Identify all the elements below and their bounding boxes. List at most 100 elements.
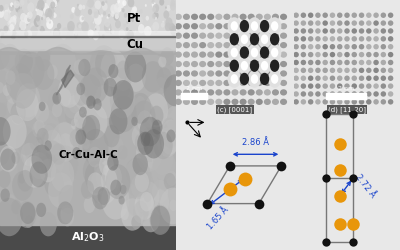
Circle shape [330,36,335,42]
Circle shape [170,2,176,11]
Circle shape [24,215,34,228]
Circle shape [140,10,142,14]
Circle shape [102,34,105,38]
Circle shape [315,76,321,81]
Circle shape [107,24,110,29]
Circle shape [43,130,66,162]
Circle shape [157,78,166,91]
Circle shape [322,44,328,50]
Circle shape [83,155,106,187]
Circle shape [77,28,81,33]
Circle shape [21,143,37,166]
Circle shape [248,99,255,105]
Circle shape [315,20,321,26]
Circle shape [388,99,393,104]
Circle shape [175,52,182,58]
Circle shape [118,0,124,8]
Circle shape [248,80,255,86]
Circle shape [4,26,8,33]
Circle shape [13,22,19,30]
Circle shape [73,92,89,114]
Circle shape [373,20,379,26]
Circle shape [100,50,127,87]
Circle shape [344,44,350,50]
Circle shape [120,185,126,194]
Circle shape [152,153,178,190]
Circle shape [373,99,379,104]
Circle shape [280,52,287,58]
Circle shape [35,8,38,12]
Circle shape [58,146,69,162]
Circle shape [43,28,45,32]
Circle shape [41,8,44,11]
Circle shape [232,32,238,39]
Circle shape [175,14,182,20]
Circle shape [264,99,271,105]
Circle shape [123,0,130,7]
Circle shape [76,83,85,95]
Circle shape [78,4,82,10]
Circle shape [83,68,108,104]
Circle shape [366,76,372,81]
Circle shape [35,49,51,72]
Circle shape [70,14,74,19]
Circle shape [248,42,255,48]
Circle shape [301,12,306,18]
Circle shape [152,7,156,12]
Circle shape [166,130,176,142]
Circle shape [33,59,54,90]
Circle shape [41,17,43,20]
Circle shape [36,8,43,18]
Circle shape [48,172,73,208]
Circle shape [93,9,100,19]
Circle shape [215,70,222,77]
Circle shape [86,96,96,109]
Circle shape [344,36,350,42]
Circle shape [308,44,314,50]
Circle shape [74,111,86,128]
Circle shape [315,83,321,89]
Text: Cu: Cu [127,38,144,52]
Circle shape [352,36,357,42]
Circle shape [308,20,314,26]
Bar [0,50,176,225]
Circle shape [52,0,57,8]
Circle shape [162,140,169,150]
Circle shape [131,117,138,126]
Circle shape [143,129,164,158]
Circle shape [111,30,114,34]
Circle shape [322,76,328,81]
Circle shape [232,80,238,86]
Circle shape [19,22,25,30]
Circle shape [34,120,45,135]
Circle shape [50,2,55,8]
Circle shape [0,198,23,236]
Circle shape [128,0,134,7]
Circle shape [344,60,350,65]
Circle shape [115,14,119,19]
Circle shape [34,17,41,27]
Circle shape [344,68,350,73]
Circle shape [79,74,102,106]
Circle shape [264,89,271,96]
Circle shape [102,1,105,6]
Circle shape [37,128,49,145]
Circle shape [337,36,342,42]
Circle shape [155,77,167,94]
Circle shape [101,2,103,4]
Circle shape [108,64,118,78]
Circle shape [256,99,263,105]
Circle shape [91,32,94,37]
Circle shape [27,12,33,19]
Circle shape [34,102,49,123]
Circle shape [337,68,342,73]
Circle shape [108,12,111,18]
Circle shape [322,68,328,73]
Circle shape [232,52,238,58]
Circle shape [183,14,190,20]
Circle shape [124,13,127,17]
Circle shape [52,103,62,117]
Circle shape [155,30,157,33]
Circle shape [344,52,350,57]
Circle shape [373,36,379,42]
